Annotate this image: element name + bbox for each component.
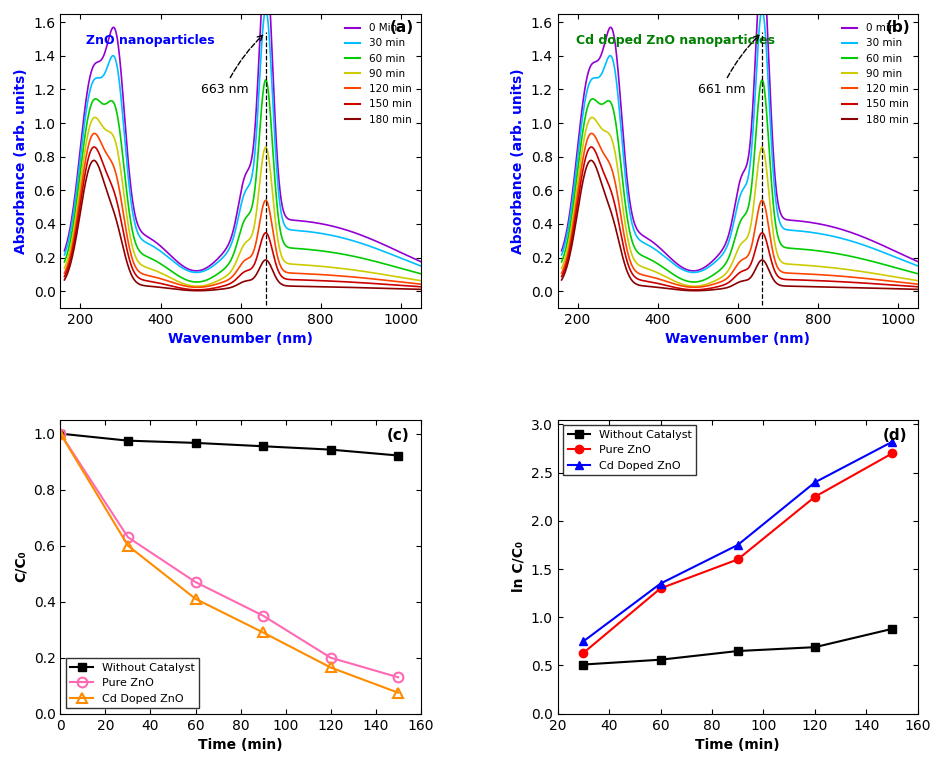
- Line: Pure ZnO: Pure ZnO: [56, 429, 402, 683]
- Legend: 0 min, 30 min, 60 min, 90 min, 120 min, 150 min, 180 min: 0 min, 30 min, 60 min, 90 min, 120 min, …: [836, 19, 912, 129]
- Cd Doped ZnO: [808, 478, 819, 487]
- X-axis label: Time (min): Time (min): [695, 738, 779, 752]
- Pure ZnO: [257, 611, 268, 620]
- Y-axis label: Absorbance (arb. units): Absorbance (arb. units): [511, 68, 525, 254]
- Pure ZnO: [122, 532, 133, 542]
- Without Catalyst: [190, 438, 201, 447]
- Without Catalyst: [808, 643, 819, 652]
- Cd Doped ZnO: [190, 594, 201, 604]
- Legend: 0 Min, 30 min, 60 min, 90 min, 120 min, 150 min, 180 min: 0 Min, 30 min, 60 min, 90 min, 120 min, …: [340, 19, 415, 129]
- Cd Doped ZnO: [55, 429, 66, 438]
- Without Catalyst: [392, 451, 403, 460]
- Pure ZnO: [577, 648, 588, 657]
- Without Catalyst: [885, 624, 897, 633]
- Line: Without Catalyst: Without Catalyst: [57, 430, 402, 460]
- Y-axis label: C/C₀: C/C₀: [14, 551, 28, 582]
- Cd Doped ZnO: [122, 541, 133, 550]
- Cd Doped ZnO: [732, 540, 743, 549]
- Without Catalyst: [577, 660, 588, 669]
- Line: Cd Doped ZnO: Cd Doped ZnO: [579, 437, 895, 646]
- Without Catalyst: [325, 445, 336, 454]
- Pure ZnO: [55, 429, 66, 438]
- X-axis label: Wavenumber (nm): Wavenumber (nm): [168, 332, 312, 346]
- Text: 661 nm: 661 nm: [697, 35, 758, 96]
- Cd Doped ZnO: [392, 688, 403, 697]
- Text: Cd doped ZnO nanoparticles: Cd doped ZnO nanoparticles: [575, 34, 774, 47]
- Text: 663 nm: 663 nm: [200, 35, 262, 96]
- Legend: Without Catalyst, Pure ZnO, Cd Doped ZnO: Without Catalyst, Pure ZnO, Cd Doped ZnO: [66, 658, 198, 708]
- Cd Doped ZnO: [654, 579, 666, 588]
- Pure ZnO: [732, 555, 743, 564]
- Y-axis label: Absorbance (arb. units): Absorbance (arb. units): [14, 68, 28, 254]
- X-axis label: Time (min): Time (min): [198, 738, 282, 752]
- Without Catalyst: [732, 647, 743, 656]
- Y-axis label: ln C/C₀: ln C/C₀: [511, 541, 525, 592]
- Text: (d): (d): [882, 428, 906, 444]
- Pure ZnO: [190, 578, 201, 587]
- Text: (a): (a): [389, 20, 413, 34]
- Text: (b): (b): [885, 20, 910, 34]
- Line: Without Catalyst: Without Catalyst: [579, 625, 895, 669]
- Without Catalyst: [257, 442, 268, 451]
- Text: ZnO nanoparticles: ZnO nanoparticles: [86, 34, 214, 47]
- X-axis label: Wavenumber (nm): Wavenumber (nm): [665, 332, 809, 346]
- Without Catalyst: [55, 429, 66, 438]
- Legend: Without Catalyst, Pure ZnO, Cd Doped ZnO: Without Catalyst, Pure ZnO, Cd Doped ZnO: [563, 425, 696, 475]
- Text: (c): (c): [387, 428, 410, 444]
- Line: Cd Doped ZnO: Cd Doped ZnO: [56, 429, 402, 698]
- Line: Pure ZnO: Pure ZnO: [579, 449, 895, 657]
- Pure ZnO: [654, 584, 666, 593]
- Cd Doped ZnO: [325, 663, 336, 672]
- Without Catalyst: [122, 436, 133, 445]
- Cd Doped ZnO: [257, 628, 268, 637]
- Without Catalyst: [654, 655, 666, 664]
- Pure ZnO: [885, 449, 897, 458]
- Pure ZnO: [808, 493, 819, 502]
- Cd Doped ZnO: [577, 637, 588, 646]
- Pure ZnO: [325, 653, 336, 663]
- Pure ZnO: [392, 673, 403, 682]
- Cd Doped ZnO: [885, 437, 897, 447]
